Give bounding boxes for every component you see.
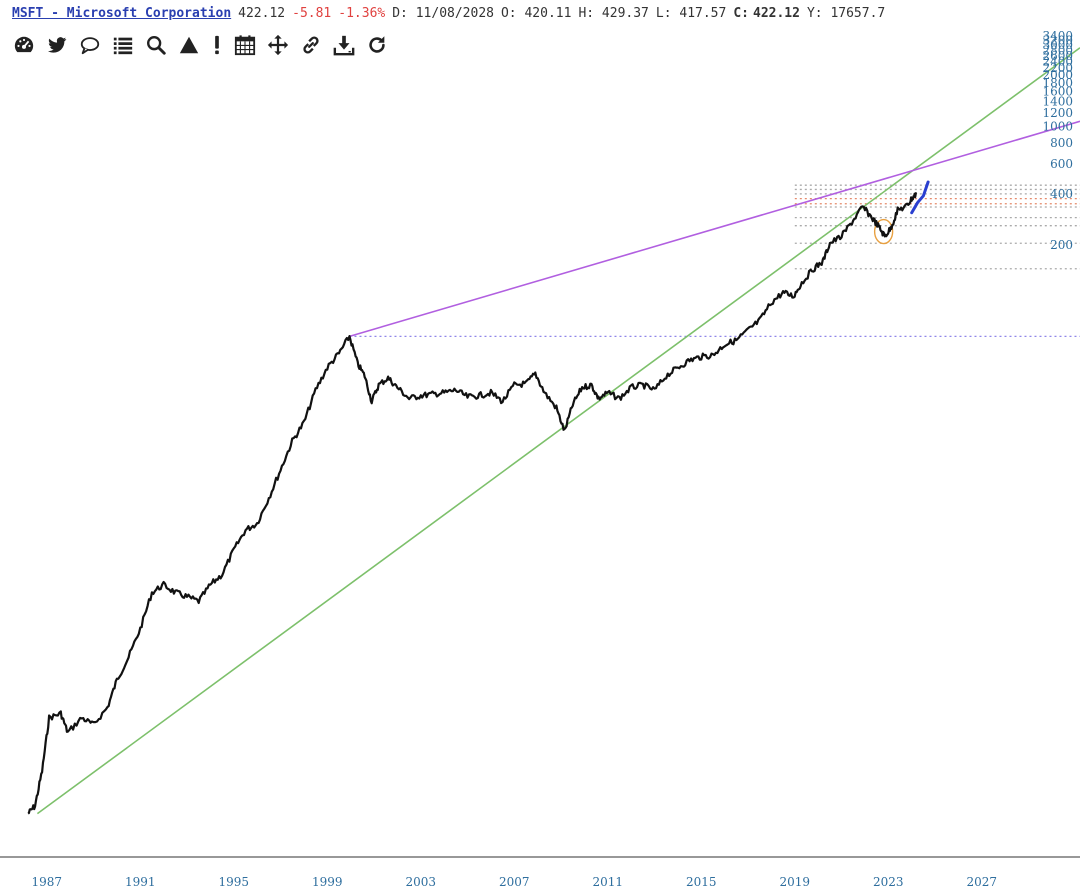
move-icon[interactable] bbox=[266, 33, 290, 57]
y-tick-label: 1600 bbox=[1042, 85, 1073, 99]
x-tick-label: 2003 bbox=[406, 875, 437, 889]
triangle-icon[interactable] bbox=[177, 33, 201, 57]
high-price: H: 429.37 bbox=[578, 6, 649, 21]
y-tick-label: 2200 bbox=[1042, 61, 1073, 75]
close-label: C: bbox=[733, 6, 749, 21]
trendlines bbox=[36, 47, 1080, 815]
y-tick-label: 2800 bbox=[1042, 43, 1073, 57]
price-change-percent: -1.36% bbox=[338, 6, 386, 21]
price-series bbox=[27, 180, 930, 815]
dashboard-icon[interactable] bbox=[12, 33, 36, 57]
x-tick-label: 1991 bbox=[125, 875, 156, 889]
y-tick-label: 600 bbox=[1050, 157, 1073, 171]
y-axis: 200 400 600 800 1000120014001600180020002200… bbox=[1042, 29, 1073, 252]
link-icon[interactable] bbox=[299, 33, 323, 57]
trendline[interactable] bbox=[36, 47, 1080, 815]
list-icon[interactable] bbox=[111, 33, 135, 57]
twitter-icon[interactable] bbox=[45, 33, 69, 57]
x-tick-label: 2027 bbox=[967, 875, 998, 889]
low-price: L: 417.57 bbox=[655, 6, 727, 21]
y-tick-label: 800 bbox=[1050, 136, 1073, 150]
y-tick-label: 3400 bbox=[1042, 29, 1073, 43]
y-tick-label: 3000 bbox=[1042, 38, 1073, 52]
open-price: O: 420.11 bbox=[500, 6, 572, 21]
search-icon[interactable] bbox=[144, 33, 168, 57]
x-tick-label: 2011 bbox=[593, 875, 624, 889]
x-tick-label: 2015 bbox=[686, 875, 717, 889]
recent-segment[interactable] bbox=[910, 180, 930, 215]
trendline[interactable] bbox=[349, 120, 1080, 338]
y-tick-label: 3200 bbox=[1042, 33, 1073, 47]
x-tick-label: 1999 bbox=[312, 875, 343, 889]
volume-value: Y: 17657.7 bbox=[806, 6, 886, 21]
y-tick-label: 200 bbox=[1050, 238, 1073, 252]
comment-icon[interactable] bbox=[78, 33, 102, 57]
horizontal-levels bbox=[349, 184, 1080, 338]
x-tick-label: 2007 bbox=[499, 875, 530, 889]
y-tick-label: 2600 bbox=[1042, 49, 1073, 63]
last-price: 422.12 bbox=[238, 6, 286, 21]
y-tick-label: 1000 bbox=[1042, 119, 1073, 133]
quote-date: D: 11/08/2028 bbox=[392, 6, 494, 21]
highlight-ring bbox=[873, 218, 894, 245]
y-tick-label: 400 bbox=[1050, 187, 1073, 201]
close-value: 422.12 bbox=[753, 6, 800, 21]
y-tick-label: 1800 bbox=[1042, 76, 1073, 90]
exclamation-icon[interactable] bbox=[210, 33, 224, 57]
x-tick-label: 2019 bbox=[780, 875, 811, 889]
highlight-circle bbox=[873, 218, 894, 245]
y-tick-label: 1200 bbox=[1042, 106, 1073, 120]
x-tick-label: 1987 bbox=[31, 875, 62, 889]
y-tick-label: 2000 bbox=[1042, 68, 1073, 82]
y-tick-label: 2400 bbox=[1042, 55, 1073, 69]
y-tick-label: 1400 bbox=[1042, 94, 1073, 108]
ticker-link[interactable]: MSFT - Microsoft Corporation bbox=[12, 6, 232, 21]
calendar-icon[interactable] bbox=[233, 33, 257, 57]
download-icon[interactable] bbox=[332, 33, 356, 57]
x-tick-label: 1995 bbox=[218, 875, 249, 889]
price-line[interactable] bbox=[27, 192, 918, 815]
x-tick-label: 2023 bbox=[873, 875, 904, 889]
refresh-icon[interactable] bbox=[365, 33, 389, 57]
price-change: -5.81 bbox=[292, 6, 332, 21]
x-axis: 1987 1991 1995 1999 2003 2007 2011 2015 2019 2023… bbox=[31, 875, 997, 889]
chart-toolbar bbox=[12, 33, 389, 57]
quote-header: MSFT - Microsoft Corporation 422.12 -5.81-… bbox=[12, 6, 892, 26]
